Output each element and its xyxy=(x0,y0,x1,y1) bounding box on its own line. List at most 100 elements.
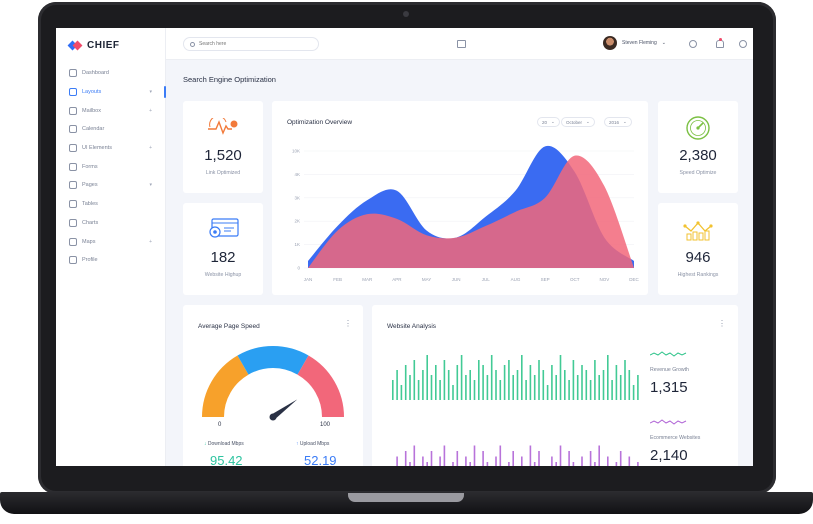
ecommerce-bar xyxy=(589,451,592,466)
revenue-bar xyxy=(396,370,398,400)
sidebar-item-ui-elements[interactable]: UI Elements + xyxy=(56,139,166,158)
revenue-bar xyxy=(512,375,514,400)
revenue-bar xyxy=(400,385,403,400)
stat-value: 2,380 xyxy=(679,147,717,164)
grid-icon[interactable] xyxy=(457,40,466,48)
notification-dot xyxy=(719,38,722,41)
ecommerce-bar xyxy=(469,462,471,466)
avatar xyxy=(603,36,617,50)
revenue-bar xyxy=(568,380,570,400)
revenue-bar xyxy=(439,380,441,400)
laptop-notch xyxy=(348,493,464,502)
sidebar-item-forms[interactable]: Forms xyxy=(56,157,166,176)
sidebar: CHIEF Dashboard Layouts ▾ Mailbox + Calendar U… xyxy=(56,28,166,466)
moon-icon[interactable] xyxy=(689,40,697,48)
filter-label: 20 xyxy=(542,119,548,125)
mail-icon xyxy=(69,106,77,115)
stat-label: Link Optimized xyxy=(205,170,241,176)
sidebar-item-profile[interactable]: Profile xyxy=(56,251,166,270)
ecommerce-bar xyxy=(456,451,459,466)
metric-value: 1,315 xyxy=(650,379,688,396)
sidebar-item-label: Charts xyxy=(82,219,99,226)
filter-count-select[interactable]: 20 ⌄ xyxy=(537,117,560,127)
revenue-bar xyxy=(602,370,605,400)
revenue-bar xyxy=(516,370,519,400)
sidebar-item-pages[interactable]: Pages ▾ xyxy=(56,176,166,195)
search-box[interactable] xyxy=(183,37,319,51)
filter-label: October xyxy=(566,119,583,125)
logo[interactable]: CHIEF xyxy=(67,37,120,53)
revenue-bar xyxy=(564,370,566,400)
sidebar-item-label: Forms xyxy=(82,163,98,170)
metric-value: 2,140 xyxy=(650,447,688,464)
ecommerce-bar xyxy=(396,456,398,466)
ecommerce-bar xyxy=(409,462,411,466)
calendar-icon xyxy=(69,125,77,134)
revenue-bar xyxy=(628,370,631,400)
dashboard-icon xyxy=(69,69,77,78)
tables-icon xyxy=(69,200,77,209)
ecommerce-bar xyxy=(422,456,424,466)
sidebar-item-tables[interactable]: Tables xyxy=(56,195,166,214)
stat-label: Speed Optimize xyxy=(679,170,717,176)
stat-card-website-highup: 182 Website Highup xyxy=(183,203,263,295)
revenue-bar xyxy=(452,385,454,400)
optimization-overview-card: Optimization Overview 20 ⌄ October ⌄ 2016 ⌄… xyxy=(272,101,648,295)
revenue-bar xyxy=(409,375,411,400)
sidebar-item-mailbox[interactable]: Mailbox + xyxy=(56,101,166,120)
sidebar-item-charts[interactable]: Charts xyxy=(56,214,166,233)
forms-icon xyxy=(69,162,77,171)
search-input[interactable] xyxy=(199,41,309,47)
filter-label: 2016 xyxy=(609,119,620,125)
stat-value: 182 xyxy=(210,249,236,266)
x-tick-label: JUN xyxy=(452,277,461,282)
sidebar-item-label: Layouts xyxy=(82,89,102,96)
sidebar-item-layouts[interactable]: Layouts ▾ xyxy=(56,83,166,102)
y-tick-label: 10K xyxy=(292,149,300,154)
stat-label: Website Highup xyxy=(204,272,242,278)
ecommerce-bar xyxy=(486,462,489,466)
revenue-bar xyxy=(392,380,394,400)
x-tick-label: DEC xyxy=(629,277,639,282)
ecommerce-bar xyxy=(473,445,476,466)
gauge-segment-mid xyxy=(237,346,309,375)
profile-icon xyxy=(69,256,77,265)
y-tick-label: 1K xyxy=(294,242,300,247)
revenue-bar xyxy=(589,380,592,400)
sidebar-item-label: Calendar xyxy=(82,126,105,133)
camera-dot xyxy=(403,11,409,17)
revenue-bar xyxy=(542,370,545,400)
filter-month-select[interactable]: October ⌄ xyxy=(561,117,595,127)
ecommerce-bar xyxy=(637,462,639,466)
sidebar-item-calendar[interactable]: Calendar xyxy=(56,120,166,139)
heartbeat-icon xyxy=(208,118,238,135)
stat-value: 1,520 xyxy=(204,147,242,164)
y-tick-label: 4K xyxy=(294,172,300,177)
x-tick-label: AUG xyxy=(511,277,521,282)
ecommerce-bar xyxy=(568,451,570,466)
ecommerce-bar xyxy=(559,445,562,466)
ecommerce-bar xyxy=(426,462,428,466)
revenue-sparkline-icon xyxy=(650,351,687,357)
chevron-down-icon: ⌄ xyxy=(586,119,590,124)
more-options-icon[interactable]: ⋮ xyxy=(718,319,726,328)
filter-year-select[interactable]: 2016 ⌄ xyxy=(604,117,632,127)
user-menu[interactable]: Steven Fleming ⌄ xyxy=(603,36,666,50)
sidebar-item-dashboard[interactable]: Dashboard xyxy=(56,64,166,83)
x-tick-label: SEP xyxy=(541,277,550,282)
ecommerce-bar xyxy=(551,456,553,466)
x-tick-label: JUL xyxy=(482,277,490,282)
x-tick-label: OCT xyxy=(570,277,580,282)
gear-icon[interactable] xyxy=(739,40,747,48)
x-tick-label: APR xyxy=(392,277,402,282)
x-tick-label: FEB xyxy=(333,277,342,282)
revenue-bar xyxy=(572,360,575,400)
ecommerce-bar xyxy=(482,451,484,466)
ecommerce-sparkline-icon xyxy=(650,419,687,425)
more-options-icon[interactable]: ⋮ xyxy=(344,319,352,328)
revenue-bar xyxy=(533,375,536,400)
bell-icon[interactable] xyxy=(716,40,724,48)
ecommerce-bar xyxy=(615,462,618,466)
ecommerce-bar xyxy=(529,445,532,466)
sidebar-item-maps[interactable]: Maps + xyxy=(56,232,166,251)
